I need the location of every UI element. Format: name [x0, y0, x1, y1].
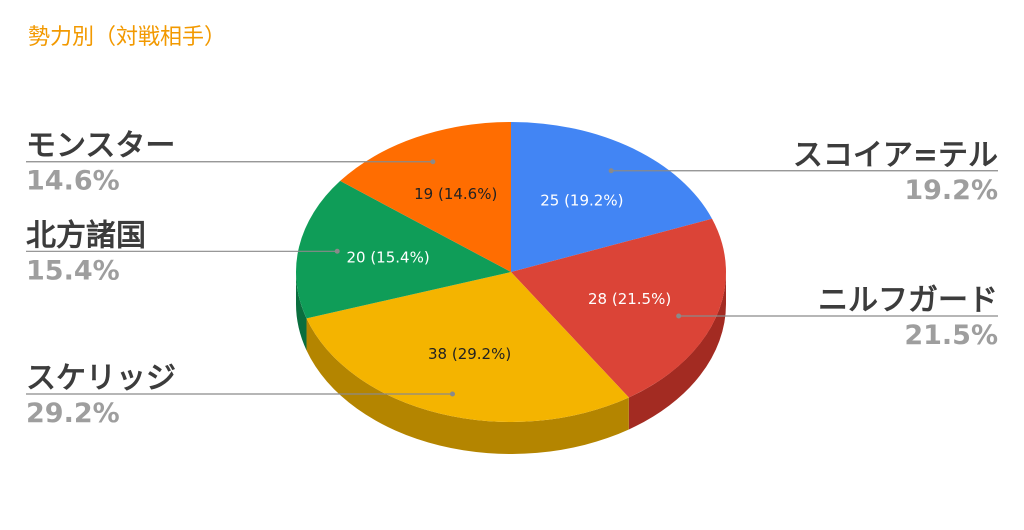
slice-2-percent: 21.5%	[904, 320, 998, 351]
slice-1	[511, 122, 713, 272]
slice-3-side	[306, 318, 629, 454]
slice-1-name: スコイア=テル	[793, 138, 998, 173]
slice-1-data-label: 25 (19.2%)	[540, 191, 623, 209]
slice-5	[340, 122, 511, 272]
slice-4-side	[296, 272, 307, 351]
slice-3-percent: 29.2%	[26, 398, 120, 429]
slice-4-name: 北方諸国	[26, 218, 146, 253]
slice-2	[511, 218, 727, 398]
slice-3	[306, 272, 629, 422]
slice-5-data-label: 19 (14.6%)	[414, 185, 497, 203]
slice-5-percent: 14.6%	[26, 166, 120, 197]
pie-slices	[296, 122, 727, 422]
slice-4-percent: 15.4%	[26, 255, 120, 286]
chart-title: 勢力別（対戦相手）	[28, 25, 226, 50]
slice-4	[296, 180, 511, 319]
slice-4-data-label: 20 (15.4%)	[346, 248, 429, 266]
slice-2-side	[628, 272, 726, 430]
slice-5-name: モンスター	[26, 129, 175, 164]
pie-3d-sides	[296, 272, 726, 454]
slice-2-data-label: 28 (21.5%)	[588, 290, 671, 308]
slice-data-labels: 25 (19.2%) 28 (21.5%) 38 (29.2%) 20 (15.4%)…	[346, 185, 671, 363]
slice-2-name: ニルフガード	[818, 283, 998, 318]
slice-3-name: スケリッジ	[26, 361, 176, 396]
slice-1-percent: 19.2%	[904, 175, 998, 206]
slice-3-data-label: 38 (29.2%)	[428, 345, 511, 363]
leader-lines	[26, 159, 998, 397]
